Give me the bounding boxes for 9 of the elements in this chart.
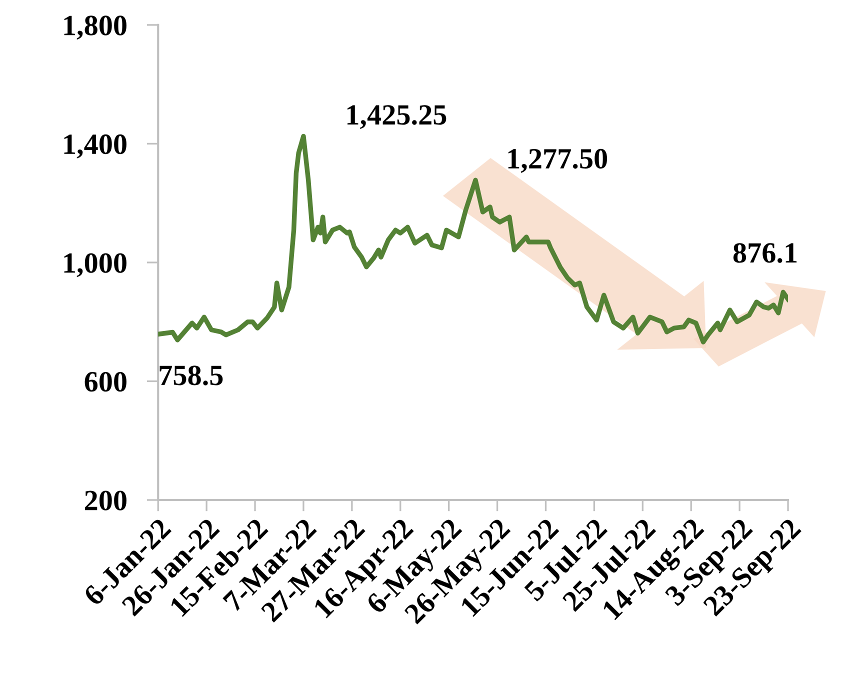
y-tick-label: 1,800 xyxy=(64,16,126,40)
y-tick-label: 600 xyxy=(84,372,126,392)
y-tick-label: 1,000 xyxy=(64,253,126,278)
y-tick-label: 1,400 xyxy=(64,134,126,158)
annotation: 876.1 xyxy=(733,243,797,263)
y-tick-label: 200 xyxy=(85,490,126,510)
annotation: 1,277.50 xyxy=(508,148,608,173)
annotation: 1,425.25 xyxy=(347,105,446,129)
annotation: 758.5 xyxy=(160,366,223,386)
